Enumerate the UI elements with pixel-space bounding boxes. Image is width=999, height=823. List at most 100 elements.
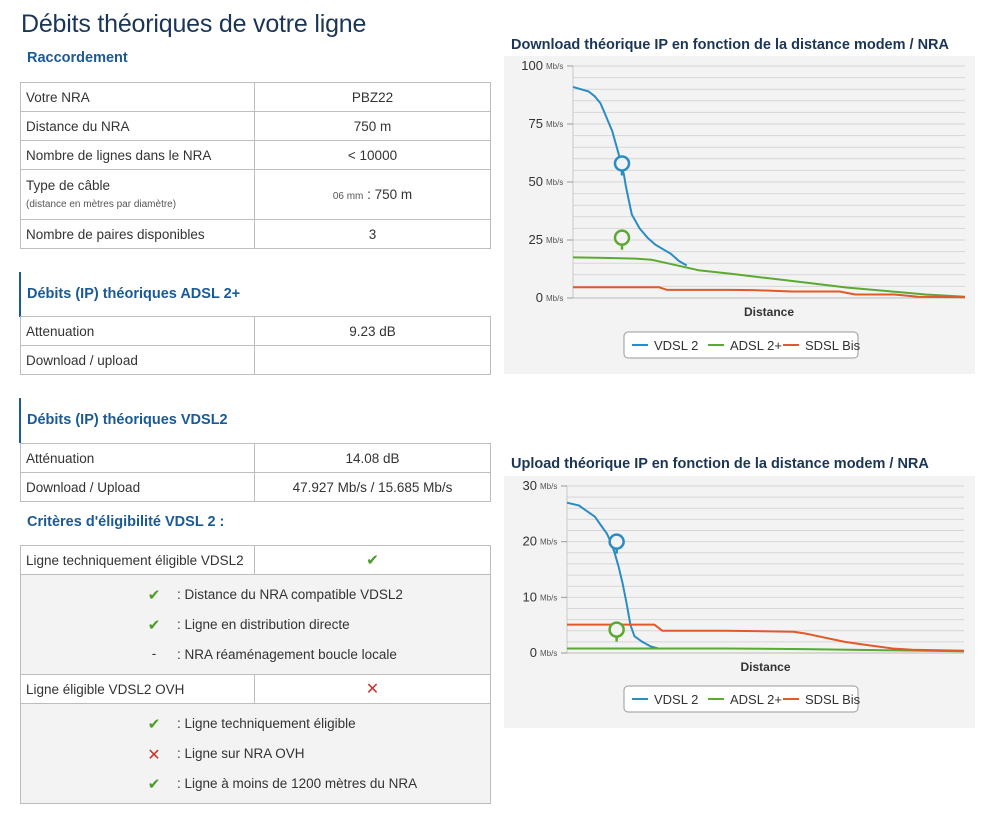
row-label: Download / upload — [20, 345, 255, 375]
y-tick-unit: Mb/s — [540, 649, 557, 658]
table-row: Nombre de paires disponibles 3 — [20, 219, 491, 249]
y-tick-label: 75 — [529, 116, 543, 131]
criteria-text: : Distance du NRA compatible VDSL2 — [177, 587, 403, 602]
cable-diameter: 06 mm — [332, 191, 364, 202]
vdsl-table: Atténuation 14.08 dB Download / Upload 4… — [20, 443, 491, 502]
legend-label: VDSL 2 — [654, 692, 698, 707]
check-icon: ✔ — [366, 552, 379, 569]
list-item: ✕ : Ligne sur NRA OVH — [21, 739, 492, 769]
table-row: Ligne éligible VDSL2 OVH ✕ — [20, 674, 491, 704]
x-axis-label: Distance — [740, 660, 790, 674]
y-tick-label: 30 — [523, 478, 537, 493]
row-label: Attenuation — [20, 316, 255, 346]
legend-label: VDSL 2 — [654, 338, 698, 353]
row-value: 47.927 Mb/s / 15.685 Mb/s — [254, 472, 491, 502]
y-tick-label: 25 — [529, 232, 543, 247]
cross-icon: ✕ — [365, 681, 380, 698]
row-value: 06 mm : 750 m — [254, 169, 491, 220]
y-tick-label: 50 — [529, 174, 543, 189]
row-value: 9.23 dB — [254, 316, 491, 346]
cable-distance: : 750 m — [367, 187, 413, 202]
eligible-tech-table: Ligne techniquement éligible VDSL2 ✔ — [20, 545, 491, 575]
series-line — [573, 286, 966, 299]
eligible-tech-label: Ligne techniquement éligible VDSL2 — [20, 545, 255, 575]
list-item: ✔ : Distance du NRA compatible VDSL2 — [21, 580, 492, 610]
criteria-text: : Ligne à moins de 1200 mètres du NRA — [177, 776, 418, 791]
row-value: < 10000 — [254, 140, 491, 170]
row-label: Nombre de paires disponibles — [20, 219, 255, 249]
table-row: Ligne techniquement éligible VDSL2 ✔ — [20, 545, 491, 575]
y-tick-unit: Mb/s — [546, 294, 563, 303]
marker-pin — [608, 533, 625, 550]
criteria-text: : NRA réaménagement boucle locale — [177, 647, 397, 662]
row-label: Nombre de lignes dans le NRA — [20, 140, 255, 170]
y-tick-unit: Mb/s — [540, 593, 557, 602]
row-label: Download / Upload — [20, 472, 255, 502]
adsl-table: Attenuation 9.23 dB Download / upload — [20, 316, 491, 375]
criteria-text: : Ligne sur NRA OVH — [177, 746, 305, 761]
list-item: ✔ : Ligne en distribution directe — [21, 610, 492, 640]
list-item: ✔ : Ligne techniquement éligible — [21, 709, 492, 739]
upload-chart-title: Upload théorique IP en fonction de la di… — [511, 456, 929, 472]
vdsl-title: Débits (IP) théoriques VDSL2 — [27, 412, 228, 428]
table-row: Download / Upload 47.927 Mb/s / 15.685 M… — [20, 472, 491, 502]
series-line — [572, 85, 688, 267]
y-tick-label: 10 — [523, 589, 537, 604]
eligible-ovh-label: Ligne éligible VDSL2 OVH — [20, 674, 255, 704]
series-line — [566, 501, 675, 650]
marker-pin — [613, 155, 631, 172]
legend-label: SDSL Bis — [805, 338, 861, 353]
row-value: 3 — [254, 219, 491, 249]
cable-type-label: Type de câble — [26, 177, 111, 193]
table-row: Atténuation 14.08 dB — [20, 443, 491, 473]
y-tick-unit: Mb/s — [546, 62, 563, 71]
eligible-ovh-status: ✕ — [254, 674, 491, 704]
ovh-criteria-box: ✔ : Ligne techniquement éligible ✕ : Lig… — [20, 704, 491, 804]
y-tick-unit: Mb/s — [540, 538, 557, 547]
series-line — [567, 647, 965, 653]
section-accent-bar — [19, 398, 21, 443]
criteria-title: Critères d'éligibilité VDSL 2 : — [27, 514, 225, 530]
y-tick-label: 100 — [521, 58, 543, 73]
legend-box — [623, 685, 859, 713]
table-row: Distance du NRA 750 m — [20, 111, 491, 141]
y-tick-label: 0 — [536, 290, 543, 305]
row-label: Atténuation — [20, 443, 255, 473]
y-tick-label: 20 — [523, 534, 537, 549]
row-value: PBZ22 — [254, 82, 491, 112]
cross-icon: ✕ — [147, 747, 161, 764]
y-tick-unit: Mb/s — [546, 236, 563, 245]
dash-icon: - — [151, 646, 157, 661]
row-value: 750 m — [254, 111, 491, 141]
marker-pin — [608, 621, 625, 638]
x-axis-label: Distance — [744, 305, 794, 319]
check-icon: ✔ — [147, 716, 161, 733]
y-tick-unit: Mb/s — [546, 120, 563, 129]
row-value: 14.08 dB — [254, 443, 491, 473]
table-row: Type de câble (distance en mètres par di… — [20, 169, 491, 220]
adsl-title: Débits (IP) théoriques ADSL 2+ — [27, 286, 241, 302]
legend-label: SDSL Bis — [805, 692, 861, 707]
row-label: Distance du NRA — [20, 111, 255, 141]
y-tick-unit: Mb/s — [546, 178, 563, 187]
section-accent-bar — [19, 272, 21, 317]
raccordement-title: Raccordement — [27, 50, 128, 66]
table-row: Download / upload — [20, 345, 491, 375]
check-icon: ✔ — [147, 776, 161, 793]
list-item: - : NRA réaménagement boucle locale — [21, 640, 492, 670]
eligible-tech-status: ✔ — [254, 545, 491, 575]
series-line — [572, 256, 966, 298]
row-label: Votre NRA — [20, 82, 255, 112]
table-row: Nombre de lignes dans le NRA < 10000 — [20, 140, 491, 170]
row-label: Type de câble (distance en mètres par di… — [20, 169, 255, 220]
eligible-ovh-table: Ligne éligible VDSL2 OVH ✕ — [20, 674, 491, 704]
criteria-text: : Ligne techniquement éligible — [177, 716, 356, 731]
download-chart-panel: 0 Mb/s 25 Mb/s 50 Mb/s 75 Mb/s 100 Mb/s Distance VD… — [504, 56, 975, 374]
legend-label: ADSL 2+ — [730, 692, 782, 707]
check-icon: ✔ — [147, 617, 161, 634]
cable-type-note: (distance en mètres par diamètre) — [26, 198, 177, 210]
table-row: Attenuation 9.23 dB — [20, 316, 491, 346]
list-item: ✔ : Ligne à moins de 1200 mètres du NRA — [21, 769, 492, 799]
